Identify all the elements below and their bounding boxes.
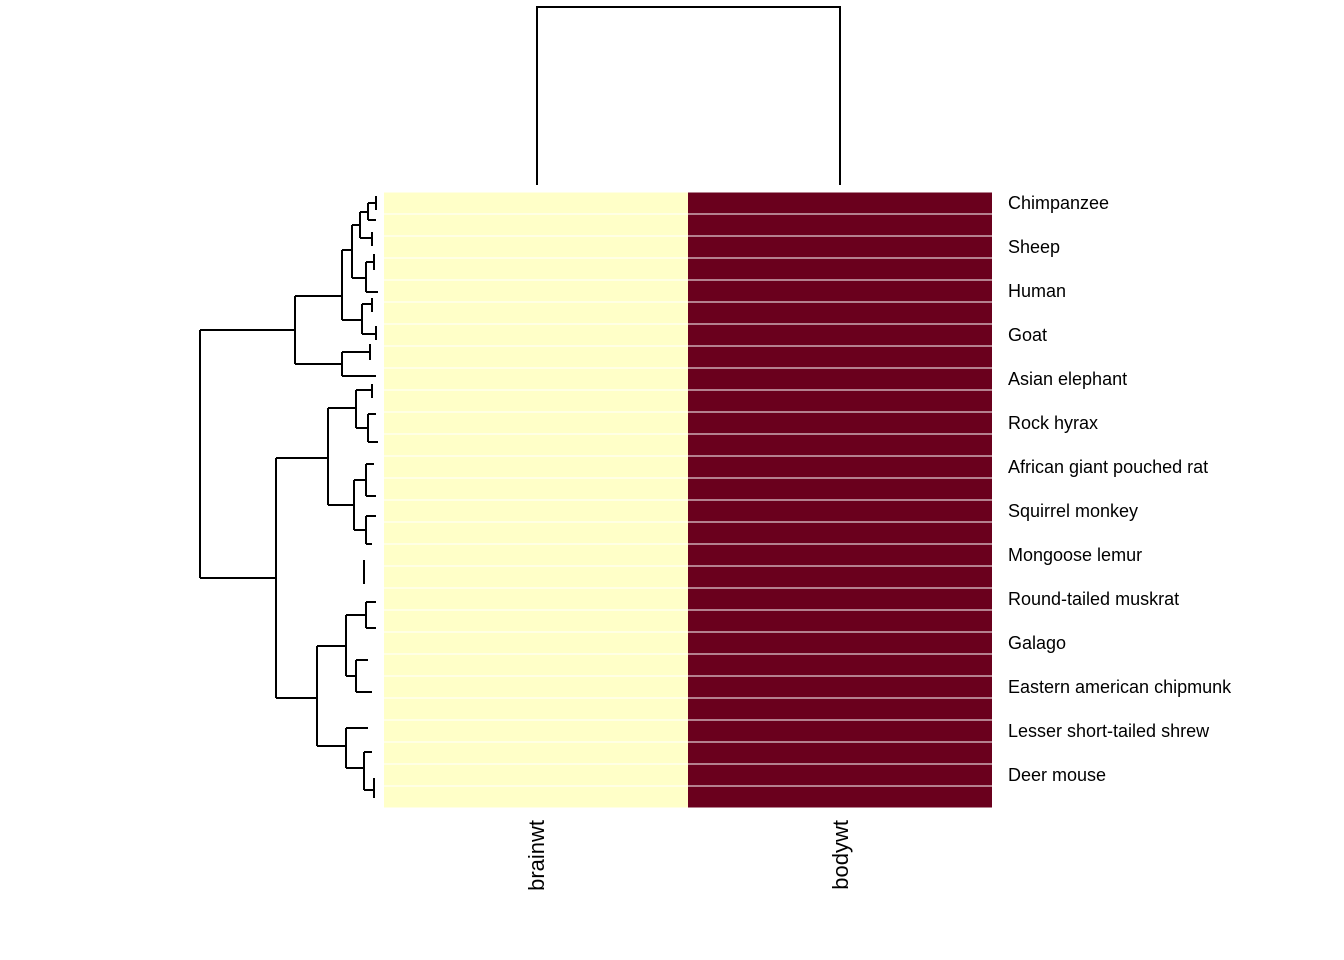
heatmap-cell (688, 610, 992, 632)
heatmap-cell (384, 434, 688, 456)
heatmap-cell (384, 544, 688, 566)
heatmap-cell (688, 478, 992, 500)
row-label: Mongoose lemur (1008, 545, 1142, 565)
heatmap-cell (688, 236, 992, 258)
column-labels: brainwt bodywt (524, 820, 853, 891)
heatmap-cells (384, 192, 992, 808)
row-label: Eastern american chipmunk (1008, 677, 1232, 697)
heatmap-cell (384, 522, 688, 544)
heatmap-cell (688, 764, 992, 786)
heatmap-cell (688, 412, 992, 434)
heatmap-cell (688, 324, 992, 346)
heatmap-cell (384, 192, 688, 214)
heatmap-cell (688, 654, 992, 676)
heatmap-cell (384, 654, 688, 676)
heatmap-cell (384, 346, 688, 368)
heatmap-cell (688, 786, 992, 808)
heatmap-cell (688, 566, 992, 588)
heatmap-cell (688, 258, 992, 280)
heatmap-cell (384, 456, 688, 478)
heatmap-cell (688, 280, 992, 302)
heatmap-cell (384, 302, 688, 324)
heatmap-cell (384, 280, 688, 302)
row-label: Chimpanzee (1008, 193, 1109, 213)
heatmap-cell (384, 478, 688, 500)
heatmap-cell (688, 742, 992, 764)
heatmap-cell (688, 698, 992, 720)
heatmap-cell (384, 720, 688, 742)
heatmap-cell (384, 390, 688, 412)
heatmap-cell (688, 302, 992, 324)
heatmap-cell (688, 632, 992, 654)
row-label: Round-tailed muskrat (1008, 589, 1179, 609)
column-label: bodywt (828, 820, 853, 890)
heatmap-cell (688, 456, 992, 478)
row-label: Deer mouse (1008, 765, 1106, 785)
heatmap-cell (384, 236, 688, 258)
heatmap-cell (384, 610, 688, 632)
row-label: Asian elephant (1008, 369, 1127, 389)
heatmap-cell (688, 588, 992, 610)
heatmap-cell (384, 324, 688, 346)
heatmap-cell (688, 214, 992, 236)
row-dendrogram (199, 196, 378, 798)
heatmap-cell (688, 720, 992, 742)
heatmap-cell (384, 412, 688, 434)
heatmap-cell (384, 786, 688, 808)
heatmap-cell (688, 192, 992, 214)
row-label: Goat (1008, 325, 1047, 345)
row-label: Galago (1008, 633, 1066, 653)
row-label: Sheep (1008, 237, 1060, 257)
column-dendrogram (536, 6, 841, 185)
column-label: brainwt (524, 820, 549, 891)
heatmap-cell (688, 434, 992, 456)
row-label: Lesser short-tailed shrew (1008, 721, 1210, 741)
heatmap-cell (688, 544, 992, 566)
heatmap-cell (688, 390, 992, 412)
heatmap-cell (384, 742, 688, 764)
heatmap-cell (384, 566, 688, 588)
heatmap-cell (384, 764, 688, 786)
heatmap-cell (384, 214, 688, 236)
heatmap-cell (384, 258, 688, 280)
heatmap-cell (688, 500, 992, 522)
row-labels: Chimpanzee Sheep Human Goat Asian elephant Ro… (1008, 193, 1232, 785)
heatmap-cell (688, 368, 992, 390)
heatmap-cell (384, 500, 688, 522)
heatmap-cell (384, 698, 688, 720)
heatmap-cell (384, 676, 688, 698)
heatmap-cell (688, 676, 992, 698)
heatmap-cell (384, 588, 688, 610)
row-label: Squirrel monkey (1008, 501, 1138, 521)
heatmap-cell (688, 346, 992, 368)
row-label: Human (1008, 281, 1066, 301)
row-label: African giant pouched rat (1008, 457, 1208, 477)
row-label: Rock hyrax (1008, 413, 1098, 433)
heatmap-cell (688, 522, 992, 544)
heatmap-cell (384, 632, 688, 654)
heatmap-cell (384, 368, 688, 390)
